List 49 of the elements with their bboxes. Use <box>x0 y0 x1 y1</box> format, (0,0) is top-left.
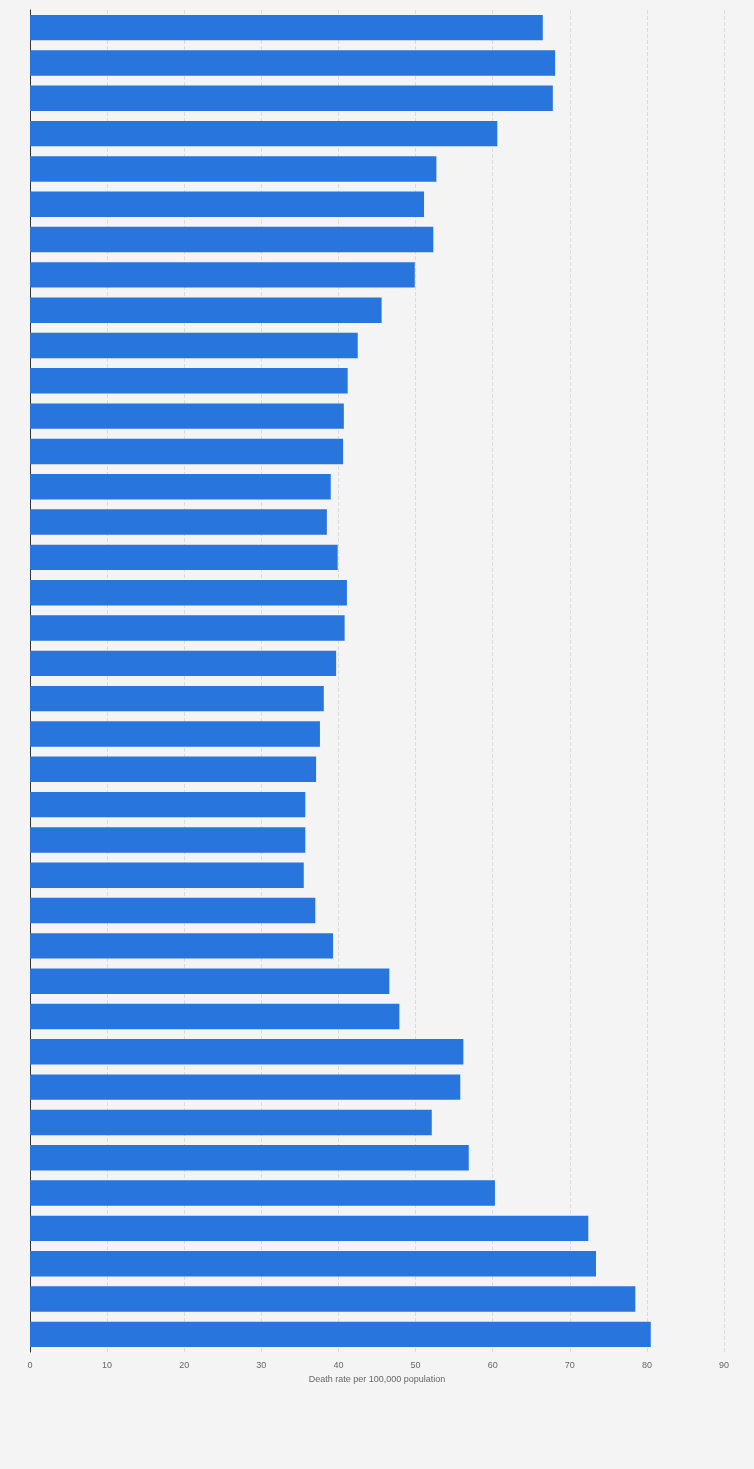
bar <box>30 226 434 253</box>
bar <box>30 297 382 323</box>
bar <box>30 933 334 959</box>
bar <box>30 1074 461 1100</box>
x-tick-label: 40 <box>333 1359 344 1370</box>
bar <box>30 1180 495 1206</box>
bar <box>30 403 344 429</box>
bar <box>30 1145 469 1171</box>
bar <box>30 685 324 712</box>
bar <box>30 544 338 571</box>
x-tick-label: 30 <box>256 1359 267 1370</box>
x-tick-label: 90 <box>718 1359 730 1370</box>
x-tick-label: 10 <box>102 1359 113 1370</box>
x-tick-label: 20 <box>179 1359 190 1370</box>
bar <box>30 156 437 182</box>
bar <box>30 756 317 782</box>
bar <box>30 968 390 994</box>
bar <box>30 1109 432 1136</box>
bar <box>30 191 425 217</box>
bar <box>30 1003 400 1030</box>
bar <box>30 85 553 111</box>
bar <box>30 120 498 147</box>
bar <box>30 1286 636 1312</box>
bar <box>30 1215 589 1242</box>
bar <box>30 1251 596 1277</box>
bar <box>30 262 415 288</box>
bar <box>30 650 337 677</box>
bar <box>30 580 347 606</box>
bar <box>30 1039 464 1065</box>
bar <box>30 862 304 888</box>
x-axis-title: Death rate per 100,000 population <box>308 1373 446 1384</box>
bar <box>30 1321 651 1348</box>
bar <box>30 897 316 924</box>
bar <box>30 14 543 41</box>
bar <box>30 827 306 853</box>
x-tick-label: 70 <box>564 1359 575 1370</box>
bar <box>30 509 327 535</box>
x-tick-label: 60 <box>487 1359 498 1370</box>
x-tick-label: 0 <box>27 1359 33 1370</box>
bar <box>30 615 345 641</box>
bar <box>30 50 556 76</box>
x-tick-label: 80 <box>641 1359 652 1370</box>
bar <box>30 368 348 394</box>
x-tick-label: 50 <box>410 1359 421 1370</box>
bar <box>30 721 320 747</box>
bar <box>30 332 358 359</box>
bar <box>30 791 306 818</box>
bar <box>30 474 331 500</box>
bar <box>30 438 344 465</box>
